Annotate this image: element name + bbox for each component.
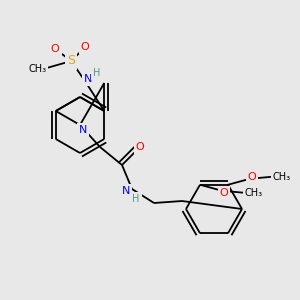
Text: N: N xyxy=(79,125,87,135)
Text: O: O xyxy=(220,188,228,198)
Text: O: O xyxy=(81,42,90,52)
Text: O: O xyxy=(136,142,144,152)
Text: N: N xyxy=(84,74,92,84)
Text: S: S xyxy=(67,55,75,68)
Text: CH₃: CH₃ xyxy=(28,64,46,74)
Text: H: H xyxy=(132,194,140,204)
Text: O: O xyxy=(51,44,60,54)
Text: H: H xyxy=(93,68,100,78)
Text: O: O xyxy=(248,172,256,182)
Text: N: N xyxy=(122,186,130,196)
Text: CH₃: CH₃ xyxy=(245,188,263,198)
Text: CH₃: CH₃ xyxy=(273,172,291,182)
